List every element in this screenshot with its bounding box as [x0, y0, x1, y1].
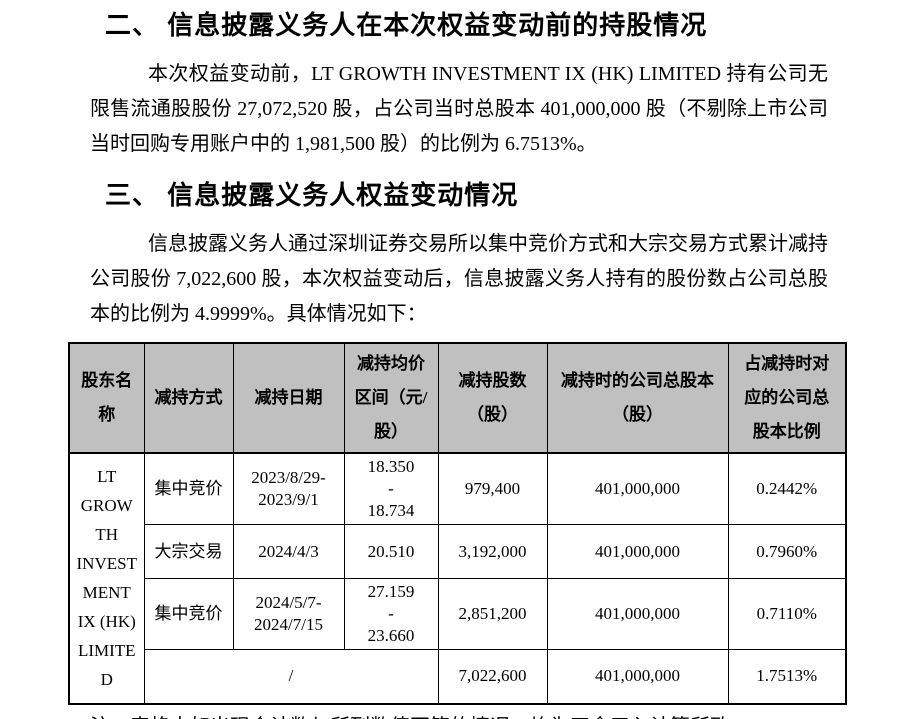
section-2-heading: 二、 信息披露义务人在本次权益变动前的持股情况	[105, 10, 708, 40]
col-header-avg-price-range: 减持均价 区间（元/ 股）	[343, 342, 439, 454]
col-header-reduction-date: 减持日期	[232, 342, 345, 454]
share-reduction-table: 股东名 称 减持方式 减持日期 减持均价 区间（元/ 股） 减持股数 （股） 减…	[68, 342, 847, 705]
cell-price-range: 20.510	[343, 524, 439, 579]
cell-shares: 979,400	[437, 452, 548, 525]
table-row: 大宗交易 2024/4/3 20.510 3,192,000 401,000,0…	[69, 524, 847, 579]
cell-total-shares: 401,000,000	[546, 452, 729, 525]
cell-shareholder-name: LT GROW TH INVEST MENT IX (HK) LIMITE D	[68, 452, 145, 704]
table-row: LT GROW TH INVEST MENT IX (HK) LIMITE D …	[68, 452, 847, 704]
cell-shares: 3,192,000	[437, 524, 548, 579]
cell-shares: 2,851,200	[437, 578, 548, 650]
cell-price-range: 18.350 - 18.734	[343, 452, 439, 525]
col-header-shareholder-name: 股东名 称	[68, 342, 145, 454]
cell-total-share-capital: 401,000,000	[546, 649, 729, 704]
col-header-reduction-method: 减持方式	[143, 342, 234, 454]
cell-date: 2023/8/29- 2023/9/1	[232, 452, 345, 525]
cell-method: 大宗交易	[143, 524, 234, 579]
cell-total-ratio: 1.7513%	[727, 649, 847, 704]
cell-method: 集中竞价	[143, 578, 234, 650]
cell-date: 2024/5/7- 2024/7/15	[232, 578, 345, 650]
cell-ratio: 0.7110%	[727, 578, 847, 650]
table-header-row: 股东名 称 减持方式 减持日期 减持均价 区间（元/ 股） 减持股数 （股） 减…	[68, 342, 847, 454]
cell-total-shares-reduced: 7,022,600	[437, 649, 548, 704]
cell-total-slash: /	[143, 649, 439, 704]
cell-total-shares: 401,000,000	[546, 524, 729, 579]
cell-method: 集中竞价	[143, 452, 234, 525]
col-header-total-share-capital: 减持时的公司总股本 （股）	[546, 342, 729, 454]
table-row: 集中竞价 2024/5/7- 2024/7/15 27.159 - 23.660…	[69, 578, 847, 650]
cell-total-shares: 401,000,000	[546, 578, 729, 650]
cell-date: 2024/4/3	[232, 524, 345, 579]
cell-ratio: 0.2442%	[727, 452, 847, 525]
table-note: 注：表格中如出现合计数与所列数值不符的情况，均为四舍五入计算所致。	[90, 714, 845, 719]
section-3-paragraph: 信息披露义务人通过深圳证券交易所以集中竞价方式和大宗交易方式累计减持公司股份 7…	[90, 233, 828, 325]
section-2-paragraph: 本次权益变动前，LT GROWTH INVESTMENT IX (HK) LIM…	[90, 63, 828, 155]
table-total-row: / 7,022,600 401,000,000 1.7513%	[69, 649, 847, 704]
section-3-heading: 三、 信息披露义务人权益变动情况	[105, 180, 519, 210]
col-header-shares-reduced: 减持股数 （股）	[437, 342, 548, 454]
cell-price-range: 27.159 - 23.660	[343, 578, 439, 650]
col-header-ratio: 占减持时对 应的公司总 股本比例	[727, 342, 847, 454]
cell-ratio: 0.7960%	[727, 524, 847, 579]
